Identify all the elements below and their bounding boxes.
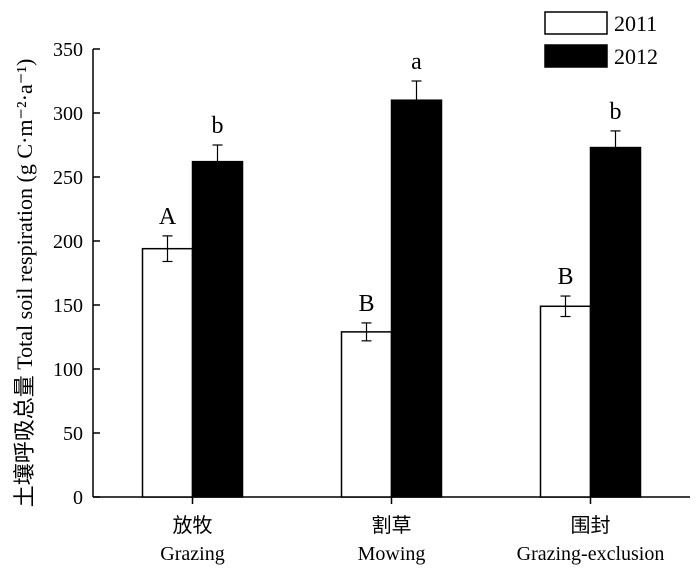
- legend-label-2012: 2012: [614, 44, 658, 69]
- x-tick-label-en: Grazing: [160, 543, 224, 565]
- x-tick-label-cn: 割草: [372, 514, 412, 537]
- y-tick-label: 300: [53, 103, 83, 125]
- significance-letter: b: [212, 113, 224, 139]
- plot-area: 0 50 100 150 200 250 300 350 Ab 放牧 Grazing Ba 割草 Mowi…: [53, 39, 690, 565]
- y-tick-label: 150: [53, 295, 83, 317]
- x-tick-label-cn: 放牧: [173, 514, 213, 537]
- legend: 2011 2012: [544, 11, 658, 69]
- significance-letter: B: [557, 264, 573, 290]
- bar-2011-grazing-exclusion: [539, 305, 592, 498]
- bar-2012-mowing: [390, 99, 443, 498]
- legend-swatch-2011: [544, 11, 608, 35]
- bar-2011-mowing: [340, 331, 393, 498]
- y-tick-label: 100: [53, 359, 83, 381]
- y-tick-label: 0: [73, 487, 83, 509]
- x-tick-label-cn: 围封: [571, 514, 611, 537]
- y-axis-label: 土壤呼吸总量 Total soil respiration (g C·m⁻²·a…: [12, 59, 37, 508]
- bar-2012-grazing: [191, 160, 244, 498]
- bar-2011-grazing: [141, 247, 194, 498]
- significance-letter: B: [358, 291, 374, 317]
- legend-label-2011: 2011: [614, 11, 657, 36]
- significance-letter: b: [610, 99, 622, 125]
- y-tick-label: 250: [53, 167, 83, 189]
- y-tick-label: 200: [53, 231, 83, 253]
- legend-swatch-2012: [544, 44, 608, 68]
- y-tick-label: 50: [63, 423, 83, 445]
- bar-2012-grazing-exclusion: [589, 146, 642, 498]
- significance-letter: A: [159, 204, 177, 230]
- significance-letter: a: [411, 49, 422, 75]
- y-axis-label-text: 土壤呼吸总量 Total soil respiration (g C·m⁻²·a…: [12, 59, 37, 508]
- x-tick-label-en: Mowing: [358, 543, 426, 565]
- x-tick-label-en: Grazing-exclusion: [517, 543, 665, 565]
- y-tick-label: 350: [53, 39, 83, 61]
